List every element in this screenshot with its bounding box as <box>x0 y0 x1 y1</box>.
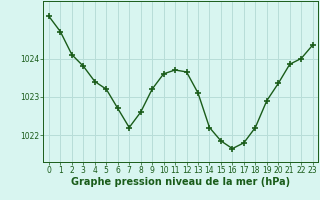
X-axis label: Graphe pression niveau de la mer (hPa): Graphe pression niveau de la mer (hPa) <box>71 177 290 187</box>
